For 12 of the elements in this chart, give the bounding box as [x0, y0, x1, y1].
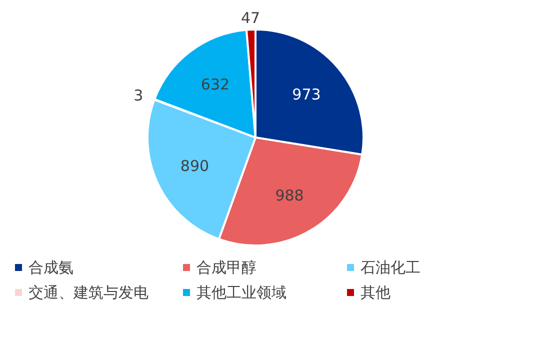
legend-label: 其他: [360, 284, 390, 302]
data-label: 3: [134, 86, 144, 105]
legend-label: 其他工业领域: [196, 284, 286, 302]
data-label: 973: [292, 86, 321, 104]
legend-label: 合成甲醇: [196, 258, 256, 276]
data-label: 632: [200, 76, 230, 94]
legend-label: 交通、建筑与发电: [28, 284, 148, 302]
data-label: 890: [180, 157, 210, 176]
data-label: 988: [275, 186, 304, 205]
data-label: 47: [240, 9, 260, 28]
legend-label: 石油化工: [360, 258, 420, 276]
legend-label: 合成氨: [28, 258, 74, 276]
